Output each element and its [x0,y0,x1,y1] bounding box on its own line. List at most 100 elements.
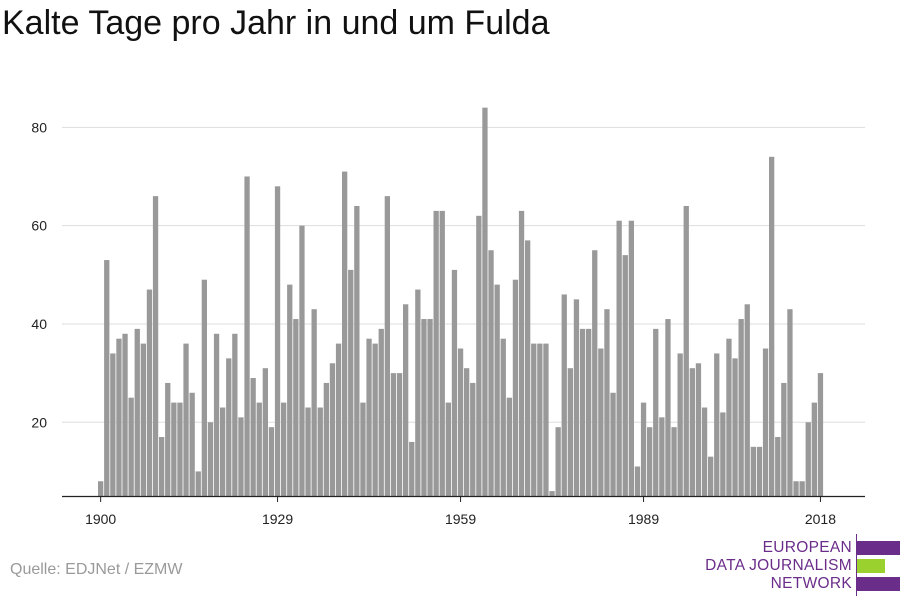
bar-1929 [274,186,281,496]
bar-1933 [299,225,305,496]
bar-2017 [811,402,817,496]
bar-1990 [647,427,653,496]
bar-2005 [738,319,744,496]
bar-2014 [793,481,799,496]
logo-divider [856,534,857,596]
bar-1943 [360,402,366,496]
bar-1966 [500,338,506,496]
y-tick-label: 40 [31,316,47,332]
bar-1995 [677,353,683,496]
y-tick-label: 20 [31,414,47,430]
gridlines [62,126,865,423]
bar-2007 [750,446,756,496]
bar-1952 [415,289,421,496]
bar-1932 [293,319,299,496]
bar-1992 [659,417,665,496]
y-tick-label: 80 [31,119,47,135]
bar-1941 [348,269,354,496]
bar-1948 [390,373,397,496]
bar-2008 [756,446,763,496]
bar-1923 [238,417,244,496]
bar-1985 [616,220,622,496]
bar-2015 [799,481,805,496]
bar-1911 [165,382,171,496]
bar-1926 [256,402,262,496]
bar-1913 [177,402,183,496]
bar-1905 [128,397,134,496]
bar-1924 [244,176,250,497]
bar-1912 [171,402,177,496]
bar-1920 [220,407,226,496]
bar-2011 [775,437,781,496]
bar-1936 [317,407,323,496]
bar-1919 [213,333,220,496]
bar-1979 [579,328,586,496]
bar-1900 [98,481,104,496]
bar-1909 [152,196,159,496]
bar-1915 [189,392,195,496]
bar-1977 [567,368,573,496]
bar-2010 [769,156,775,496]
bar-1972 [537,343,543,496]
x-tick-label: 1959 [445,511,476,527]
bar-1954 [427,319,433,496]
bar-1993 [665,319,671,496]
bar-1991 [653,328,659,496]
bar-2004 [732,358,738,496]
y-axis-ticks: 20 40 60 80 [31,119,47,430]
logo-line-3: NETWORK [770,575,852,592]
bar-1983 [604,309,610,496]
bar-1939 [335,343,342,496]
bar-2003 [726,338,732,496]
bar-1927 [262,368,268,496]
bar-1930 [281,402,287,496]
bar-1988 [634,466,641,496]
bar-1951 [409,441,415,496]
bar-1968 [512,279,519,496]
x-tick-label: 1900 [85,511,116,527]
source-note: Quelle: EDJNet / EZMW [10,561,183,578]
bar-1973 [543,343,549,496]
bar-1949 [396,373,403,496]
bar-1918 [207,422,214,496]
bar-1970 [525,240,531,496]
bar-1938 [329,363,336,496]
bar-2012 [781,382,787,496]
bar-1917 [201,279,207,496]
bar-1964 [488,250,494,496]
bar-1960 [464,368,470,496]
bar-1953 [421,319,427,496]
bar-1989 [640,402,647,496]
bar-1937 [323,382,329,496]
bar-1984 [610,392,616,496]
bar-1925 [250,378,256,496]
bar-1996 [683,205,689,497]
bar-2013 [787,309,793,496]
bar-1921 [226,358,232,496]
bar-1958 [451,269,458,496]
logo-bar-purple-bottom [857,577,900,591]
logo-bar-purple-top [857,541,900,555]
bars [98,107,824,497]
bar-1965 [494,284,500,496]
bar-1980 [586,328,592,496]
bar-1999 [701,407,708,496]
logo-line-2: DATA JOURNALISM [705,557,852,574]
bar-1934 [305,407,311,496]
logo-line-1: EUROPEAN [762,539,852,556]
bar-1902 [110,353,116,496]
bar-1922 [232,333,238,496]
bar-1908 [146,289,153,496]
bar-1974 [549,491,555,496]
chart-title: Kalte Tage pro Jahr in und um Fulda [2,4,550,42]
bar-1967 [506,397,512,496]
bar-2016 [805,422,811,496]
x-axis-ticks: 1900 1929 1959 1989 2018 [85,496,836,527]
bar-2000 [708,456,714,496]
bar-1940 [342,171,348,496]
bar-1957 [445,402,451,496]
bar-1901 [104,260,110,496]
bar-1981 [592,250,598,496]
bar-1959 [457,348,464,496]
bar-1969 [518,210,525,496]
